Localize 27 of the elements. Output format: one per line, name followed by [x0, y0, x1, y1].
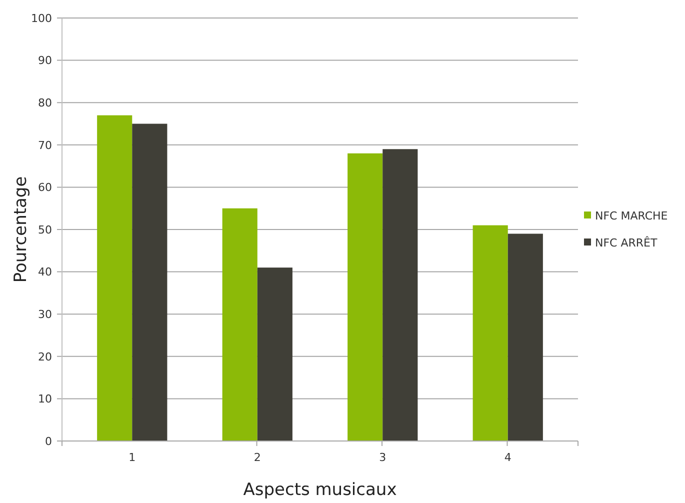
- x-tick-label: 4: [504, 451, 512, 464]
- bar: [508, 234, 543, 441]
- y-tick-label: 70: [38, 138, 52, 152]
- y-tick-label: 20: [38, 350, 52, 364]
- bar: [257, 268, 292, 441]
- y-tick-label: 0: [45, 434, 52, 448]
- y-tick-label: 30: [38, 308, 52, 321]
- bar: [348, 153, 383, 441]
- y-tick-label: 100: [31, 12, 52, 25]
- y-tick-label: 80: [38, 96, 52, 110]
- y-tick-label: 50: [38, 223, 52, 236]
- legend-label: NFC MARCHE: [595, 209, 668, 222]
- y-tick-label: 10: [38, 392, 52, 406]
- y-tick-label: 60: [38, 181, 52, 194]
- x-tick-label: 3: [379, 451, 386, 464]
- bar: [382, 149, 418, 441]
- bar: [97, 115, 132, 441]
- y-tick-label: 40: [38, 266, 52, 279]
- bar: [132, 124, 168, 441]
- bar: [472, 225, 508, 441]
- bar: [222, 208, 258, 441]
- x-axis-title: Aspects musicaux: [243, 480, 397, 500]
- y-tick-label: 90: [38, 54, 52, 68]
- legend-label: NFC ARRÊT: [595, 235, 658, 250]
- x-tick-label: 1: [128, 451, 136, 464]
- y-axis-title: Pourcentage: [11, 176, 31, 283]
- x-tick-label: 2: [254, 451, 261, 464]
